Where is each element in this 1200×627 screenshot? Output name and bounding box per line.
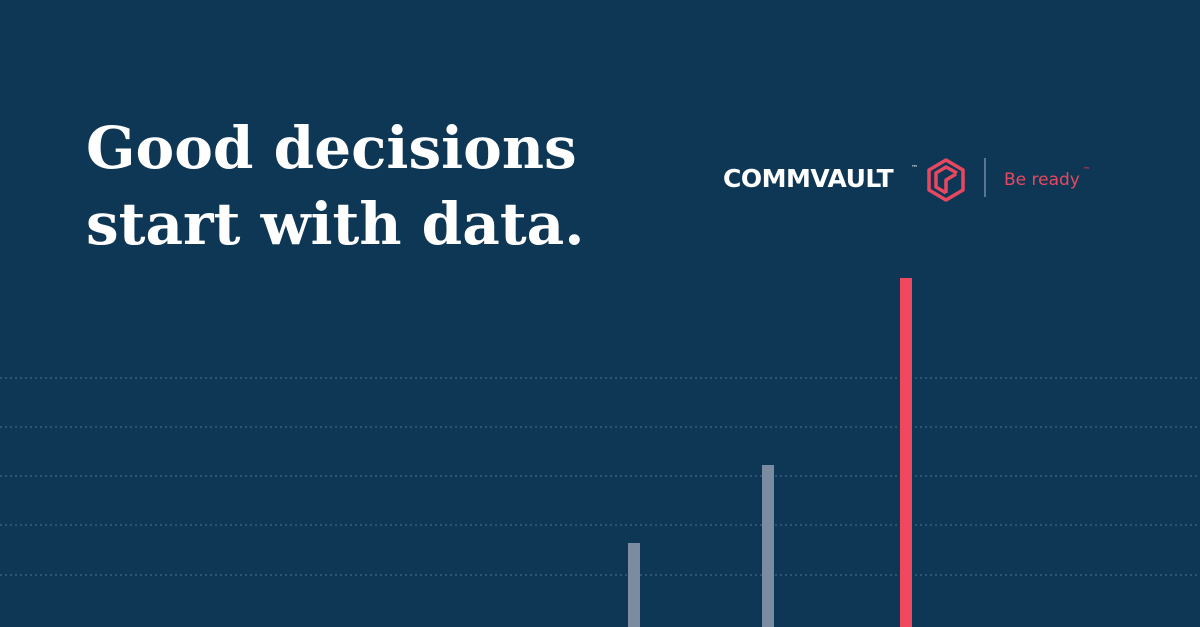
logo-wordmark: COMMVAULT [723,164,894,193]
headline-line: start with data. [86,190,584,258]
logo-trademark: ™ [911,164,918,172]
logo-icon [927,158,965,202]
decor-bar [628,543,640,627]
tagline-trademark: ™ [1083,166,1090,174]
decor-bar [900,278,912,627]
logo-tagline: Be ready [1004,170,1080,190]
headline-line: Good decisions [86,114,577,182]
dotted-lines [0,377,1200,576]
decor-bar [762,465,774,627]
